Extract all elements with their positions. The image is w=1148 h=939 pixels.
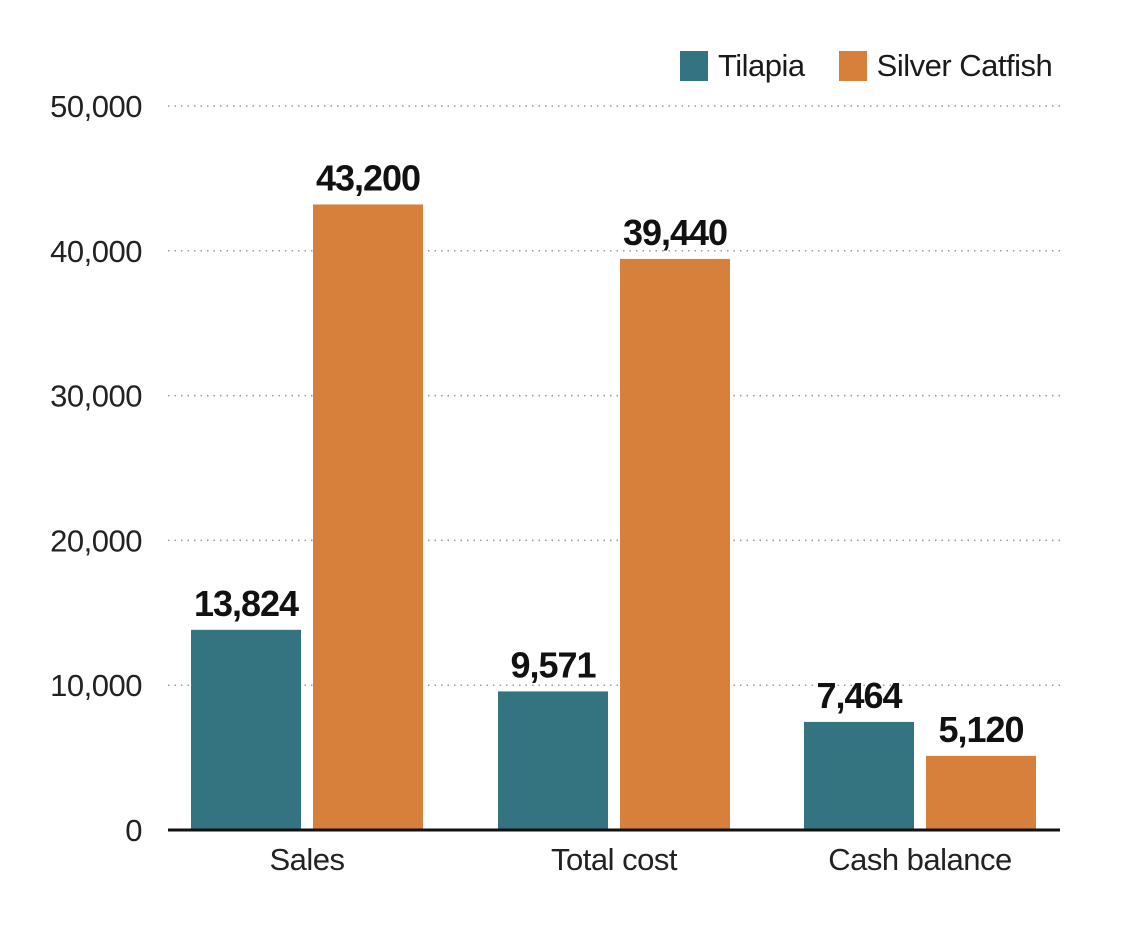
data-label: 9,571 — [510, 644, 596, 685]
x-tick-label: Sales — [269, 842, 344, 877]
chart-legend: Tilapia Silver Catfish — [680, 48, 1053, 84]
y-tick-label: 30,000 — [50, 379, 142, 414]
data-label: 39,440 — [623, 212, 727, 253]
y-tick-label: 10,000 — [50, 668, 142, 703]
legend-item-silver-catfish: Silver Catfish — [838, 48, 1053, 84]
legend-label-silver-catfish: Silver Catfish — [876, 48, 1053, 83]
bar-silver-catfish-sales — [313, 204, 423, 831]
y-tick-label: 40,000 — [50, 234, 142, 269]
y-tick-label: 20,000 — [50, 523, 142, 558]
bar-silver-catfish-total-cost — [620, 258, 730, 830]
legend-label-tilapia: Tilapia — [718, 48, 805, 83]
y-tick-label: 0 — [125, 813, 142, 848]
bar-tilapia-sales — [191, 629, 301, 830]
x-tick-label: Cash balance — [828, 842, 1012, 877]
legend-item-tilapia: Tilapia — [680, 48, 805, 84]
y-tick-label: 50,000 — [50, 89, 142, 124]
legend-swatch-silver-catfish — [838, 51, 867, 81]
x-tick-label: Total cost — [551, 842, 678, 877]
bar-tilapia-cash-balance — [804, 721, 914, 830]
data-label: 13,824 — [194, 583, 299, 624]
data-label: 43,200 — [316, 157, 420, 198]
data-label: 7,464 — [816, 675, 902, 716]
legend-swatch-tilapia — [680, 51, 708, 81]
data-label: 5,120 — [938, 709, 1023, 750]
bar-tilapia-total-cost — [498, 691, 608, 830]
bar-silver-catfish-cash-balance — [926, 755, 1036, 830]
